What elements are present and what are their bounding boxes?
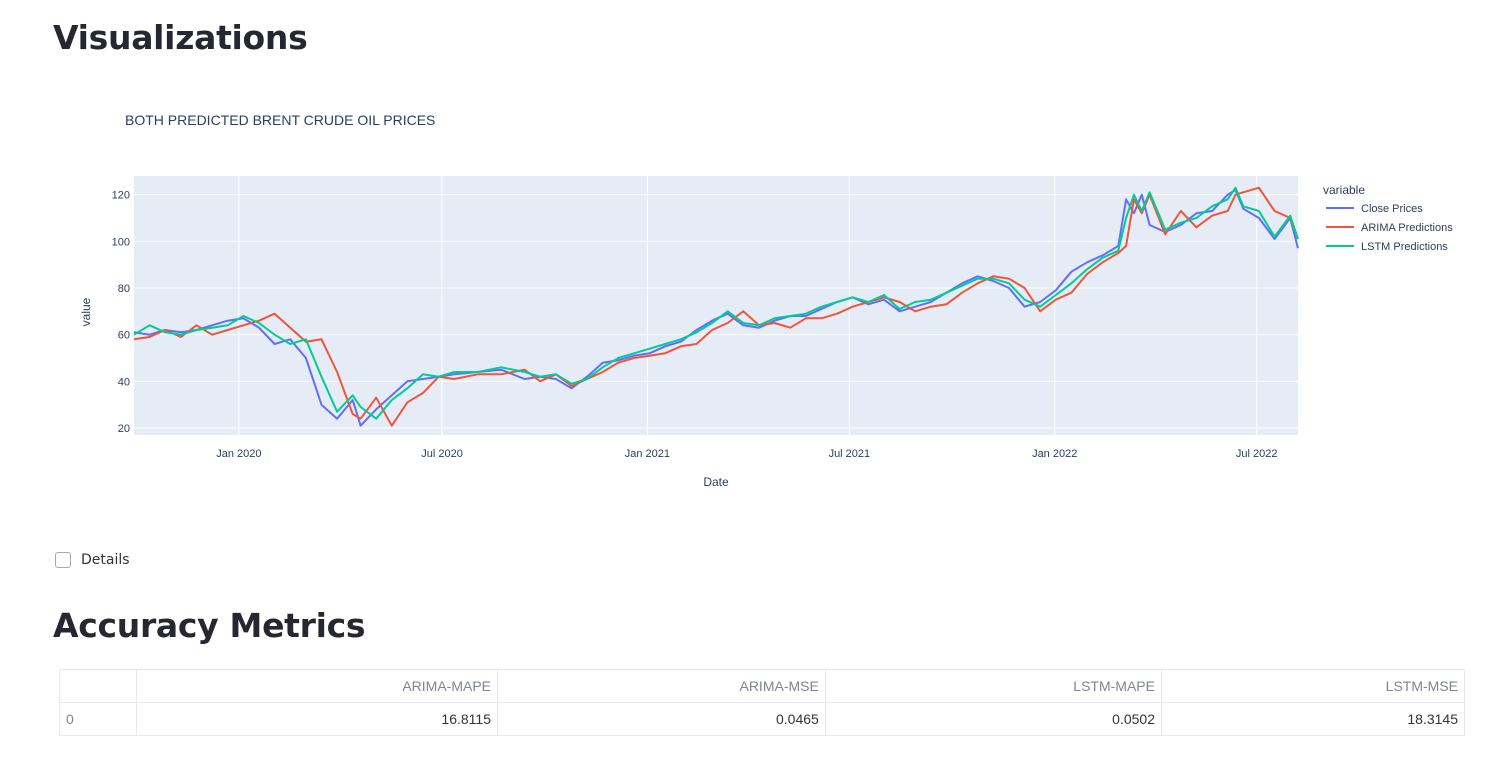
x-axis-label: Date bbox=[703, 475, 729, 489]
y-tick-label: 20 bbox=[118, 423, 130, 435]
y-axis-label: value bbox=[79, 297, 93, 326]
chart-title: BOTH PREDICTED BRENT CRUDE OIL PRICES bbox=[125, 112, 435, 128]
x-tick-label: Jan 2022 bbox=[1032, 448, 1077, 460]
y-tick-label: 120 bbox=[112, 190, 130, 202]
checkbox-box[interactable] bbox=[55, 552, 71, 568]
details-label: Details bbox=[81, 552, 130, 568]
series-line-arima-predictions bbox=[133, 186, 1299, 427]
y-tick-label: 100 bbox=[112, 236, 130, 248]
chart-legend[interactable]: variable Close Prices ARIMA Predictions LS… bbox=[1323, 183, 1453, 253]
series-line-close-prices bbox=[133, 189, 1299, 427]
table-cell: 18.3145 bbox=[1160, 702, 1466, 736]
table-cell: 0.0502 bbox=[824, 702, 1162, 736]
column-header[interactable]: ARIMA-MSE bbox=[497, 669, 826, 703]
index-header bbox=[59, 669, 137, 703]
brent-price-chart[interactable]: BOTH PREDICTED BRENT CRUDE OIL PRICES Ja… bbox=[52, 100, 1472, 510]
x-tick-label: Jul 2022 bbox=[1236, 448, 1278, 460]
metrics-table: ARIMA-MAPE ARIMA-MSE LSTM-MAPE LSTM-MSE … bbox=[59, 669, 1466, 736]
legend-item[interactable]: LSTM Predictions bbox=[1361, 241, 1448, 253]
x-tick-label: Jan 2021 bbox=[625, 448, 670, 460]
axis-ticks: Jan 2020 Jul 2020 Jan 2021 Jul 2021 Jan 2022… bbox=[112, 190, 1278, 460]
legend-item[interactable]: Close Prices bbox=[1361, 203, 1423, 215]
table-cell: 16.8115 bbox=[136, 702, 498, 736]
details-checkbox[interactable]: Details bbox=[55, 552, 130, 568]
column-header[interactable]: LSTM-MSE bbox=[1160, 669, 1466, 703]
column-header[interactable]: LSTM-MAPE bbox=[824, 669, 1162, 703]
x-tick-label: Jul 2021 bbox=[829, 448, 871, 460]
table-header-row: ARIMA-MAPE ARIMA-MSE LSTM-MAPE LSTM-MSE bbox=[59, 669, 1466, 703]
visualizations-heading: Visualizations bbox=[53, 18, 308, 57]
y-tick-label: 80 bbox=[118, 283, 130, 295]
y-tick-label: 60 bbox=[118, 330, 130, 342]
x-tick-label: Jul 2020 bbox=[421, 448, 463, 460]
series-lines bbox=[133, 186, 1299, 427]
legend-title: variable bbox=[1323, 183, 1365, 197]
column-header[interactable]: ARIMA-MAPE bbox=[136, 669, 498, 703]
x-tick-label: Jan 2020 bbox=[216, 448, 261, 460]
series-line-lstm-predictions bbox=[133, 186, 1299, 420]
table-cell: 0.0465 bbox=[497, 702, 826, 736]
gridlines bbox=[134, 176, 1298, 435]
table-row: 0 16.8115 0.0465 0.0502 18.3145 bbox=[59, 702, 1466, 736]
legend-item[interactable]: ARIMA Predictions bbox=[1361, 222, 1453, 234]
y-tick-label: 40 bbox=[118, 376, 130, 388]
row-index: 0 bbox=[59, 702, 137, 736]
accuracy-metrics-heading: Accuracy Metrics bbox=[53, 606, 366, 645]
